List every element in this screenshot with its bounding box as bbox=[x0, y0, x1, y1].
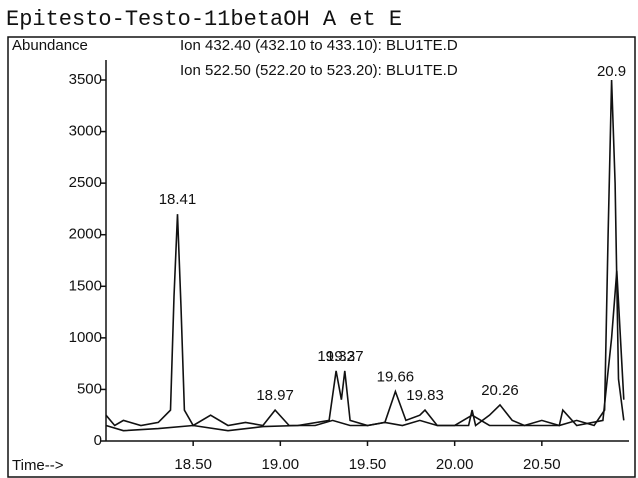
x-tick-label: 20.00 bbox=[436, 456, 474, 473]
x-tick-label: 19.00 bbox=[262, 456, 300, 473]
series-line bbox=[105, 79, 625, 427]
x-tick-label: 18.50 bbox=[174, 456, 212, 473]
x-axis-label: Time--> bbox=[12, 457, 64, 474]
peak-label: 20.26 bbox=[481, 382, 519, 399]
frame bbox=[7, 36, 636, 478]
y-tick-label: 2000 bbox=[69, 226, 102, 243]
y-tick-label: 500 bbox=[77, 380, 102, 397]
y-tick-label: 2500 bbox=[69, 174, 102, 191]
peak-label: 19.32 bbox=[317, 348, 355, 365]
series-line bbox=[105, 270, 625, 432]
peak-label: 19.66 bbox=[377, 368, 415, 385]
peak-label: 19.83 bbox=[406, 387, 444, 404]
legend-entry: Ion 522.50 (522.20 to 523.20): BLU1TE.D bbox=[180, 62, 458, 79]
x-tick-label: 20.50 bbox=[523, 456, 561, 473]
chart-title: Epitesto-Testo-11betaOH A et E bbox=[6, 7, 402, 32]
peak-label: 18.41 bbox=[159, 191, 197, 208]
peak-label: 18.97 bbox=[256, 387, 294, 404]
peak-label: 20.9 bbox=[597, 63, 626, 80]
y-tick-label: 3500 bbox=[69, 71, 102, 88]
y-tick-label: 1000 bbox=[69, 329, 102, 346]
x-tick-label: 19.50 bbox=[349, 456, 387, 473]
y-tick-label: 3000 bbox=[69, 123, 102, 140]
y-axis-label: Abundance bbox=[12, 37, 88, 54]
y-tick-label: 1500 bbox=[69, 277, 102, 294]
y-tick-label: 0 bbox=[94, 432, 102, 449]
legend-entry: Ion 432.40 (432.10 to 433.10): BLU1TE.D bbox=[180, 37, 458, 54]
peak-label: 19.37 bbox=[326, 348, 364, 365]
